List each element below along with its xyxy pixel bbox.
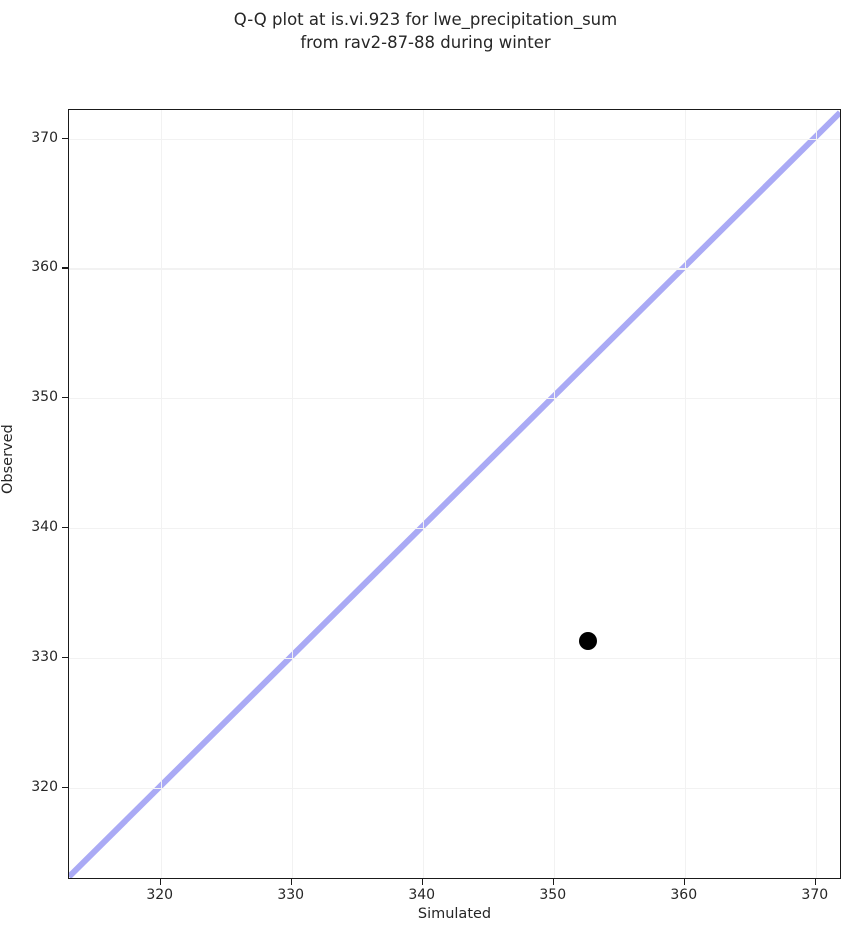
gridline-horizontal [69,657,840,660]
gridline-vertical [684,110,686,878]
x-tick-label: 350 [539,887,567,903]
chart-title: Q-Q plot at is.vi.923 for lwe_precipitat… [233,10,618,52]
gridline-horizontal [69,398,840,400]
x-tick-label: 330 [277,887,305,903]
x-tick-label: 370 [801,887,829,903]
y-tick-mark [62,786,68,788]
y-tick-label: 330 [31,648,58,665]
x-tick-label: 360 [670,887,698,903]
x-axis-label: Simulated [417,906,492,922]
gridline-horizontal [69,787,840,789]
gridline-vertical [815,110,817,878]
gridline-vertical [291,110,293,878]
y-tick-label: 350 [31,389,58,406]
y-tick-mark [62,397,68,399]
y-tick-mark [62,267,68,269]
y-axis-label: Observed [0,424,16,494]
x-tick-mark [552,879,554,885]
x-tick-mark [814,879,816,885]
gridline-vertical [422,110,424,878]
y-tick-mark [62,137,68,139]
x-tick-mark [421,879,423,885]
reference-line-svg [69,110,840,878]
x-tick-mark [290,879,292,885]
gridline-horizontal [69,528,840,530]
gridline-vertical [160,110,162,878]
x-tick-mark [683,879,685,885]
y-tick-mark [62,656,68,659]
y-tick-mark [62,527,68,529]
gridline-horizontal [69,138,840,140]
x-tick-mark [159,879,161,885]
x-tick-label: 340 [408,887,436,903]
data-point [578,632,597,651]
gridline-vertical [553,110,555,878]
x-tick-label: 320 [146,887,174,903]
gridline-horizontal [69,268,840,270]
y-tick-label: 320 [31,778,58,795]
plot-area [68,109,841,879]
y-tick-label: 340 [31,519,58,536]
y-tick-label: 370 [31,129,58,146]
reference-line [69,110,840,878]
y-tick-label: 360 [31,259,58,276]
